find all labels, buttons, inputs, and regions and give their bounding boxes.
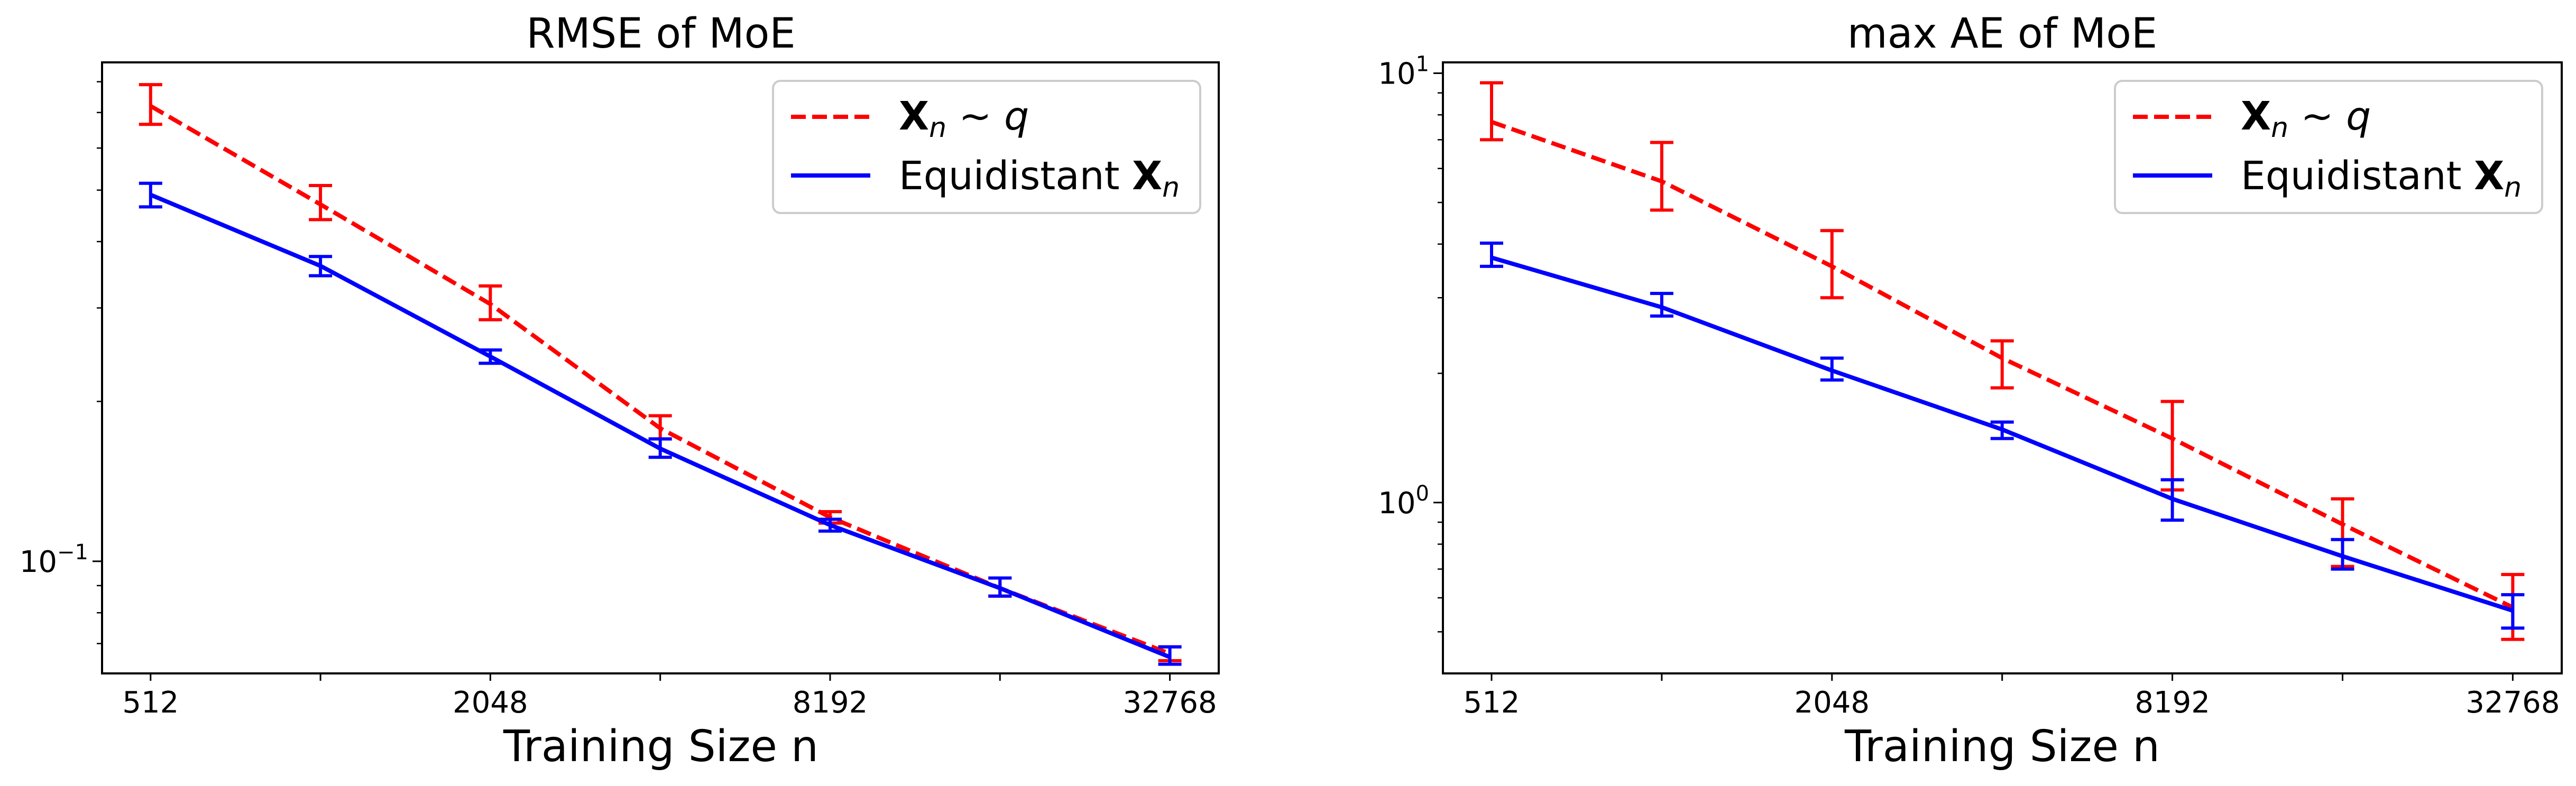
error-bar [988,576,1012,598]
x-axis-label: Training Size n [503,722,818,772]
x-tick-label: 8192 [2135,686,2210,720]
plot-area [1479,81,2525,641]
legend-label-equidistant: Equidistant Xn [899,153,1180,204]
error-bar [1650,141,1673,212]
error-bar [2331,538,2354,571]
error-bar [1820,229,1844,300]
legend-label-equidistant: Equidistant Xn [2241,153,2522,204]
chart-rmse: RMSE of MoE 512 2048 8192 32768 10−1 Trainin… [20,10,1220,772]
error-bar [309,255,333,278]
x-tick-label: 2048 [453,686,528,720]
x-tick-label: 32768 [1123,686,1217,720]
error-bar [2160,478,2184,522]
legend-symbol: X [899,94,929,139]
chart-title: max AE of MoE [1847,10,2157,58]
chart-title: RMSE of MoE [526,10,795,58]
y-tick-label: 100 [1378,482,1429,521]
error-bar [309,184,333,221]
legend: Xn ∼ q Equidistant Xn [2114,80,2543,214]
error-bar [2501,593,2525,630]
x-tick-label: 32768 [2465,686,2560,720]
legend-dist: q [2346,94,2371,139]
x-tick-label: 512 [1464,686,1520,720]
error-bar [139,181,162,209]
plot-area [139,83,1182,666]
legend-label-xn-q: Xn ∼ q [2241,94,2371,144]
y-tick-label: 10−1 [20,540,88,579]
legend-subscript: n [929,112,946,144]
legend: Xn ∼ q Equidistant Xn [772,80,1201,214]
y-tick-exponent: 1 [1416,52,1429,77]
y-tick-label: 101 [1378,52,1429,91]
legend-relation: ∼ [2288,94,2346,139]
legend-prefix: Equidistant [899,153,1132,199]
legend-subscript: n [1162,172,1180,204]
x-tick-label: 8192 [793,686,868,720]
x-tick-label: 512 [122,686,179,720]
error-bar [1990,339,2014,390]
legend-dist: q [1004,94,1029,139]
axis-ticks: 512 2048 8192 32768 10−1 [20,81,1217,720]
x-axis-label: Training Size n [1844,722,2160,772]
y-tick-exponent: 0 [1416,482,1429,506]
error-bar [1479,81,1503,142]
error-bar [1650,292,1673,318]
legend-symbol: X [2474,153,2504,199]
error-bar [818,517,842,533]
error-bar [1990,420,2014,440]
legend-subscript: n [2271,112,2288,144]
y-tick-base: 10 [20,545,57,579]
y-tick-exponent: −1 [57,540,88,565]
legend-relation: ∼ [946,94,1004,139]
error-bar [648,437,672,459]
legend-box [772,80,1201,214]
error-bar [1820,356,1844,382]
legend-symbol: X [1132,153,1162,199]
y-tick-base: 10 [1378,57,1415,91]
legend-prefix: Equidistant [2241,153,2474,199]
error-bar [479,348,502,365]
legend-symbol: X [2241,94,2271,139]
legend-subscript: n [2504,172,2522,204]
y-tick-base: 10 [1378,486,1415,521]
error-bar [139,83,162,126]
legend-label-xn-q: Xn ∼ q [899,94,1029,144]
error-bar [1479,242,1503,268]
error-bar [1158,645,1182,666]
error-bar [479,284,502,321]
x-tick-label: 2048 [1795,686,1870,720]
legend-box [2114,80,2543,214]
